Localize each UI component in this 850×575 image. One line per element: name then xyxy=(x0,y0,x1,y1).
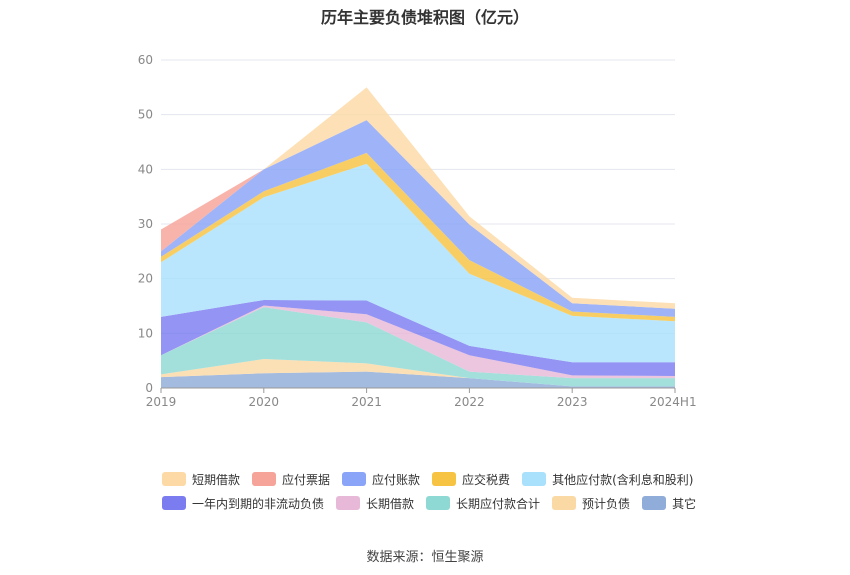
legend-swatch xyxy=(252,472,277,486)
legend-swatch xyxy=(552,496,577,510)
y-tick-label: 20 xyxy=(138,272,153,286)
area-series-2 xyxy=(161,307,675,387)
legend-label: 一年内到期的非流动负债 xyxy=(192,496,325,511)
legend-item[interactable]: 长期借款 xyxy=(336,496,415,511)
y-tick-label: 0 xyxy=(145,381,153,395)
y-tick-label: 10 xyxy=(138,326,153,340)
area-series-0 xyxy=(161,371,675,388)
legend-swatch xyxy=(642,496,667,510)
legend-label: 应付账款 xyxy=(372,472,421,487)
area-series-1 xyxy=(161,359,675,387)
legend-label: 应交税费 xyxy=(462,472,511,487)
area-series-7 xyxy=(161,120,675,317)
x-tick-label: 2023 xyxy=(557,395,588,409)
legend-swatch xyxy=(432,472,457,486)
legend-label: 应付票据 xyxy=(282,472,331,487)
x-tick-label: 2021 xyxy=(351,395,382,409)
y-tick-label: 40 xyxy=(138,162,153,176)
legend-swatch xyxy=(336,496,361,510)
area-series-3 xyxy=(161,305,675,379)
legend-swatch xyxy=(162,496,186,510)
legend-swatch xyxy=(342,472,367,486)
area-series-4 xyxy=(161,299,675,376)
x-tick-label: 2022 xyxy=(454,395,485,409)
legend: 短期借款 应付票据 应付账款 应交税费 其他应付款(含利息和股利) 一年内到期的非流动负债… xyxy=(162,472,722,511)
area-series-5 xyxy=(161,163,675,363)
legend-swatch xyxy=(426,496,451,510)
legend-item[interactable]: 应付票据 xyxy=(252,472,331,487)
y-tick-label: 30 xyxy=(138,217,153,231)
axes: 0 10 20 30 40 50 60 2019 2020 2021 2022 2023 2024H1 xyxy=(138,53,697,409)
legend-item[interactable]: 一年内到期的非流动负债 xyxy=(162,496,325,511)
legend-item[interactable]: 应交税费 xyxy=(432,472,511,487)
legend-item[interactable]: 应付账款 xyxy=(342,472,421,487)
legend-label: 长期应付款合计 xyxy=(456,496,541,511)
legend-row: 短期借款 应付票据 应付账款 应交税费 其他应付款(含利息和股利) 一年内到期的非流动负债… xyxy=(162,472,722,511)
legend-label: 其他应付款(含利息和股利) xyxy=(552,472,694,487)
legend-item[interactable]: 长期应付款合计 xyxy=(426,496,541,511)
y-tick-label: 60 xyxy=(138,53,153,67)
x-tick-label: 2020 xyxy=(249,395,280,409)
x-tick-label: 2019 xyxy=(146,395,177,409)
legend-item[interactable]: 其他应付款(含利息和股利) xyxy=(522,472,694,487)
data-source: 数据来源：恒生聚源 xyxy=(366,550,484,565)
y-tick-label: 50 xyxy=(138,108,153,122)
legend-label: 预计负债 xyxy=(582,496,631,511)
x-tick-label: 2024H1 xyxy=(649,395,696,409)
legend-item[interactable]: 其它 xyxy=(642,496,697,511)
legend-swatch xyxy=(162,472,186,486)
legend-item[interactable]: 预计负债 xyxy=(552,496,631,511)
legend-label: 短期借款 xyxy=(192,472,241,487)
legend-label: 其它 xyxy=(672,496,697,511)
legend-item[interactable]: 短期借款 xyxy=(162,472,241,487)
legend-swatch xyxy=(522,472,547,486)
legend-label: 长期借款 xyxy=(366,496,415,511)
area-series xyxy=(161,87,675,388)
chart-title: 历年主要负债堆积图（亿元） xyxy=(320,8,529,27)
